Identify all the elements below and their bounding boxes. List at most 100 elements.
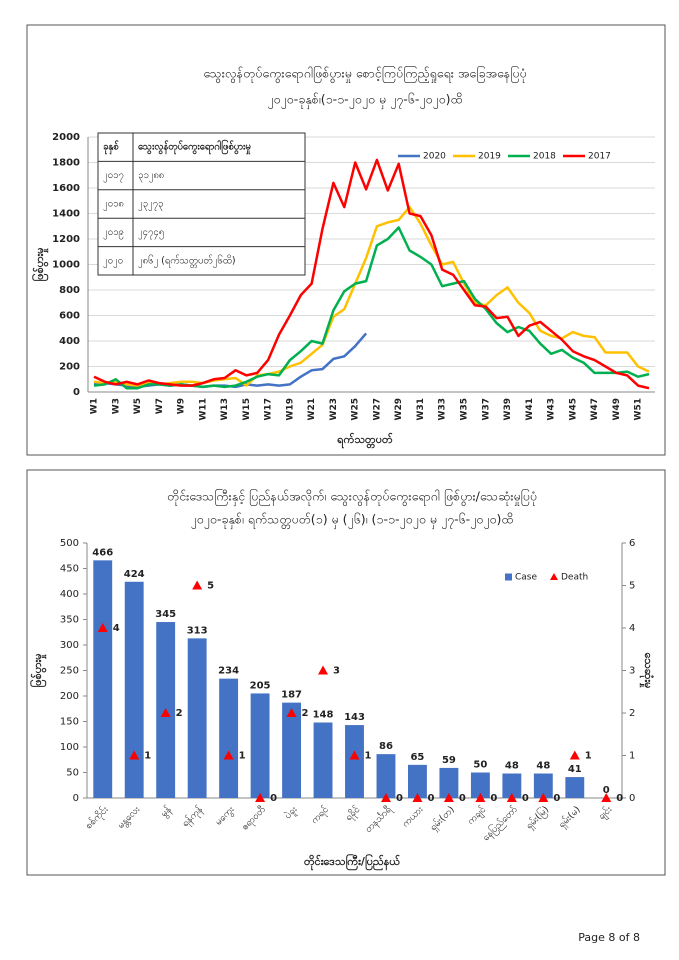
y2-tick-label: 4 [629,623,635,634]
y-tick-label: 400 [59,336,80,347]
bar [408,764,427,798]
death-marker [255,793,266,802]
bar [124,581,144,798]
death-marker [569,750,580,760]
y-tick-label: 600 [59,311,80,322]
x-axis-label: တိုင်းဒေသကြီး/ပြည်နယ် [304,853,400,871]
y-tick-label: 350 [60,615,79,626]
bar [345,725,364,798]
y-tick-label: 800 [59,285,80,296]
y2-tick-label: 6 [629,538,635,549]
bar [282,702,301,798]
bar [187,638,207,798]
death-marker [160,708,171,717]
table-cell: ၃၁၂၈၈ [138,170,164,182]
death-marker [349,750,360,760]
x-tick-label: W29 [394,398,404,420]
y2-tick-label: 3 [629,666,635,677]
death-marker [506,793,517,802]
data-label: 65 [410,752,424,763]
y-tick-label: 1400 [52,209,80,220]
data-label: 0 [270,793,277,804]
table-cell: ၂၀၁၉ [103,227,124,239]
y2-tick-label: 0 [629,793,635,804]
bar [313,722,333,798]
table-frame [97,132,306,276]
data-label: 48 [536,761,550,772]
x-tick-label: W13 [220,398,230,420]
y-tick-label: 450 [60,564,79,575]
legend-label: 2020 [423,152,446,162]
x-tick-label: W51 [634,398,644,420]
y-tick-label: 300 [60,640,79,651]
data-label: 313 [187,625,208,636]
bar [250,693,270,798]
data-label: 2 [176,708,183,719]
y2-tick-label: 2 [629,708,635,719]
data-label: 4 [113,623,120,634]
data-label: 0 [396,793,403,804]
x-tick-label: W23 [329,398,339,420]
y-tick-label: 1800 [52,158,80,169]
data-label: 424 [124,569,145,580]
legend-swatch [550,573,558,580]
data-label: 205 [250,680,271,691]
table-header: ခုနှစ် [103,142,119,155]
data-label: 143 [344,712,365,723]
line-series [93,205,650,387]
table-header: သွေးလွန်တုပ်ကွေးရောဂါဖြစ်ပွားမှု [138,141,251,155]
legend-label: Death [561,573,588,583]
data-label: 0 [553,793,560,804]
death-marker [223,750,234,760]
data-label: 466 [92,547,113,558]
x-tick-label: W5 [133,398,143,414]
data-label: 234 [218,666,239,677]
data-label: 0 [522,793,529,804]
death-marker [286,708,297,717]
data-label: 86 [379,741,393,752]
chart-title: တိုင်းဒေသကြီးနှင့် ပြည်နယ်အလိုက်၊ သွေးလွ… [167,488,537,507]
table-cell: ၂၀၁၈ [103,199,124,211]
x-tick-label: W17 [264,398,274,420]
x-tick-label: W39 [503,398,513,420]
x-tick-label: W49 [612,398,622,420]
x-tick-label: W37 [481,398,491,420]
bar [219,678,239,798]
death-marker [475,793,486,802]
y-tick-label: 0 [73,387,80,398]
bar [502,773,522,798]
legend-label: Case [515,573,537,583]
x-tick-label: W27 [372,398,382,420]
y-tick-label: 100 [60,742,79,753]
data-label: 1 [585,751,592,762]
data-label: 5 [207,581,214,592]
line-series [93,158,650,390]
y-tick-label: 500 [60,538,79,549]
data-label: 0 [490,793,497,804]
data-label: 0 [616,793,623,804]
chart-subtitle: ၂၀၂၀-ခုနှစ်၊(၁-၁-၂၀၂၀ မှ ၂၇-၆-၂၀၂၀)ထိ [267,92,462,110]
x-tick-label: W1 [90,398,100,414]
death-marker [192,580,203,590]
chart-title: သွေးလွန်တုပ်ကွေးရောဂါဖြစ်ပွားမှု စောင့်က… [203,65,526,84]
legend-swatch [505,573,512,581]
y2-axis-label: သေဆုံးမှု [639,653,655,689]
x-axis-label: ရက်သတ္တပတ် [337,432,394,449]
death-marker [412,793,423,802]
data-label: 50 [473,760,487,771]
data-label: 48 [505,761,519,772]
death-marker [129,750,140,760]
death-marker [318,665,329,675]
data-label: 3 [333,666,340,677]
x-tick-label: W45 [568,398,578,420]
x-tick-label: W33 [438,398,448,420]
bar [533,773,553,798]
y-tick-label: 200 [60,691,79,702]
data-label: 41 [568,764,582,775]
table-cell: ၂၈၆၂ (ရက်သတ္တပတ်၂၆ထိ) [138,255,236,267]
x-tick-label: W47 [590,398,600,420]
x-tick-label: W43 [547,398,557,420]
x-tick-label: W3 [111,398,121,414]
bar [470,772,490,798]
